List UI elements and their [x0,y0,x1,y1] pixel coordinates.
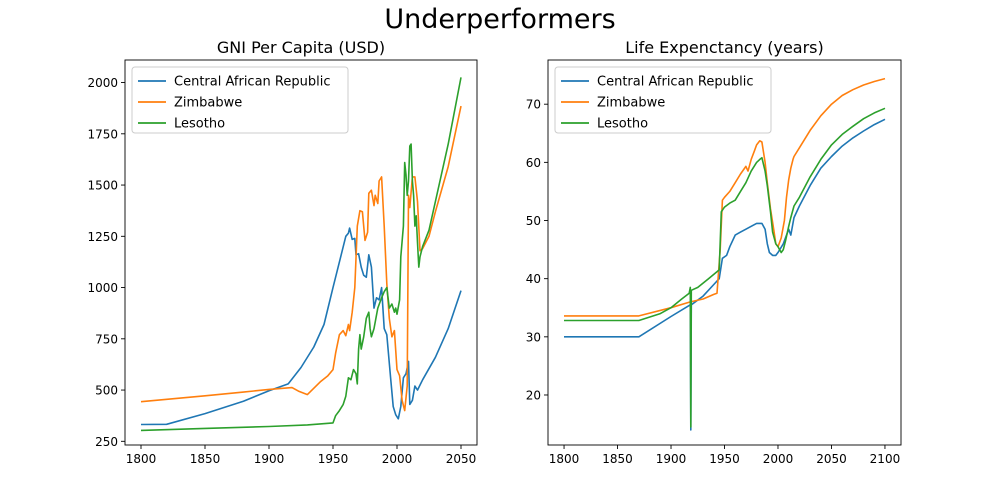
chart-title: Life Expenctancy (years) [625,38,824,57]
x-tick-label: 1850 [190,452,221,466]
series-line-zimbabwe [140,105,462,412]
y-tick-label: 250 [95,435,118,449]
legend-box [131,66,349,134]
x-tick-label: 2000 [382,452,413,466]
x-tick-label: 1850 [602,452,633,466]
axes-frame [124,59,478,446]
legend-box [554,66,772,134]
series-line-lesotho [140,77,462,432]
series-line-lesotho [564,107,886,428]
chart-2-axes: Life Expenctancy (years) 1800 1850 1900 1950… [526,38,902,466]
y-tick-label: 750 [95,332,118,346]
legend-label: Zimbabwe [174,96,242,111]
y-tick-label: 1250 [87,230,118,244]
legend-label: Central African Republic [174,75,330,90]
chart-1-axes: GNI Per Capita (USD) 1800 1850 1900 1950 2000… [87,38,478,466]
y-tick-label: 1750 [87,127,118,141]
series-line-central-african-republic [564,118,886,431]
x-tick-label: 1950 [709,452,740,466]
x-tick-label: 1950 [318,452,349,466]
x-tick-label: 1800 [549,452,580,466]
chart-title: GNI Per Capita (USD) [217,38,385,57]
x-tick-label: 2000 [763,452,794,466]
x-tick-label: 2100 [870,452,901,466]
x-tick-label: 2050 [446,452,477,466]
y-tick-label: 2000 [87,76,118,90]
x-tick-label: 1900 [656,452,687,466]
series-line-central-african-republic [140,227,462,426]
x-tick-label: 1900 [254,452,285,466]
y-tick-label: 1500 [87,179,118,193]
y-tick-label: 40 [526,272,541,286]
y-tick-label: 60 [526,156,541,170]
y-tick-label: 1000 [87,281,118,295]
y-tick-label: 30 [526,330,541,344]
x-tick-label: 1800 [126,452,157,466]
x-tick-label: 2050 [816,452,847,466]
y-tick-label: 500 [95,384,118,398]
figure-title: Underperformers [384,4,616,35]
y-tick-label: 50 [526,214,541,228]
y-tick-label: 70 [526,98,541,112]
legend-label: Zimbabwe [597,96,665,111]
legend-label: Lesotho [597,117,648,132]
legend-label: Central African Republic [597,75,753,90]
legend-label: Lesotho [174,117,225,132]
y-tick-label: 20 [526,388,541,402]
